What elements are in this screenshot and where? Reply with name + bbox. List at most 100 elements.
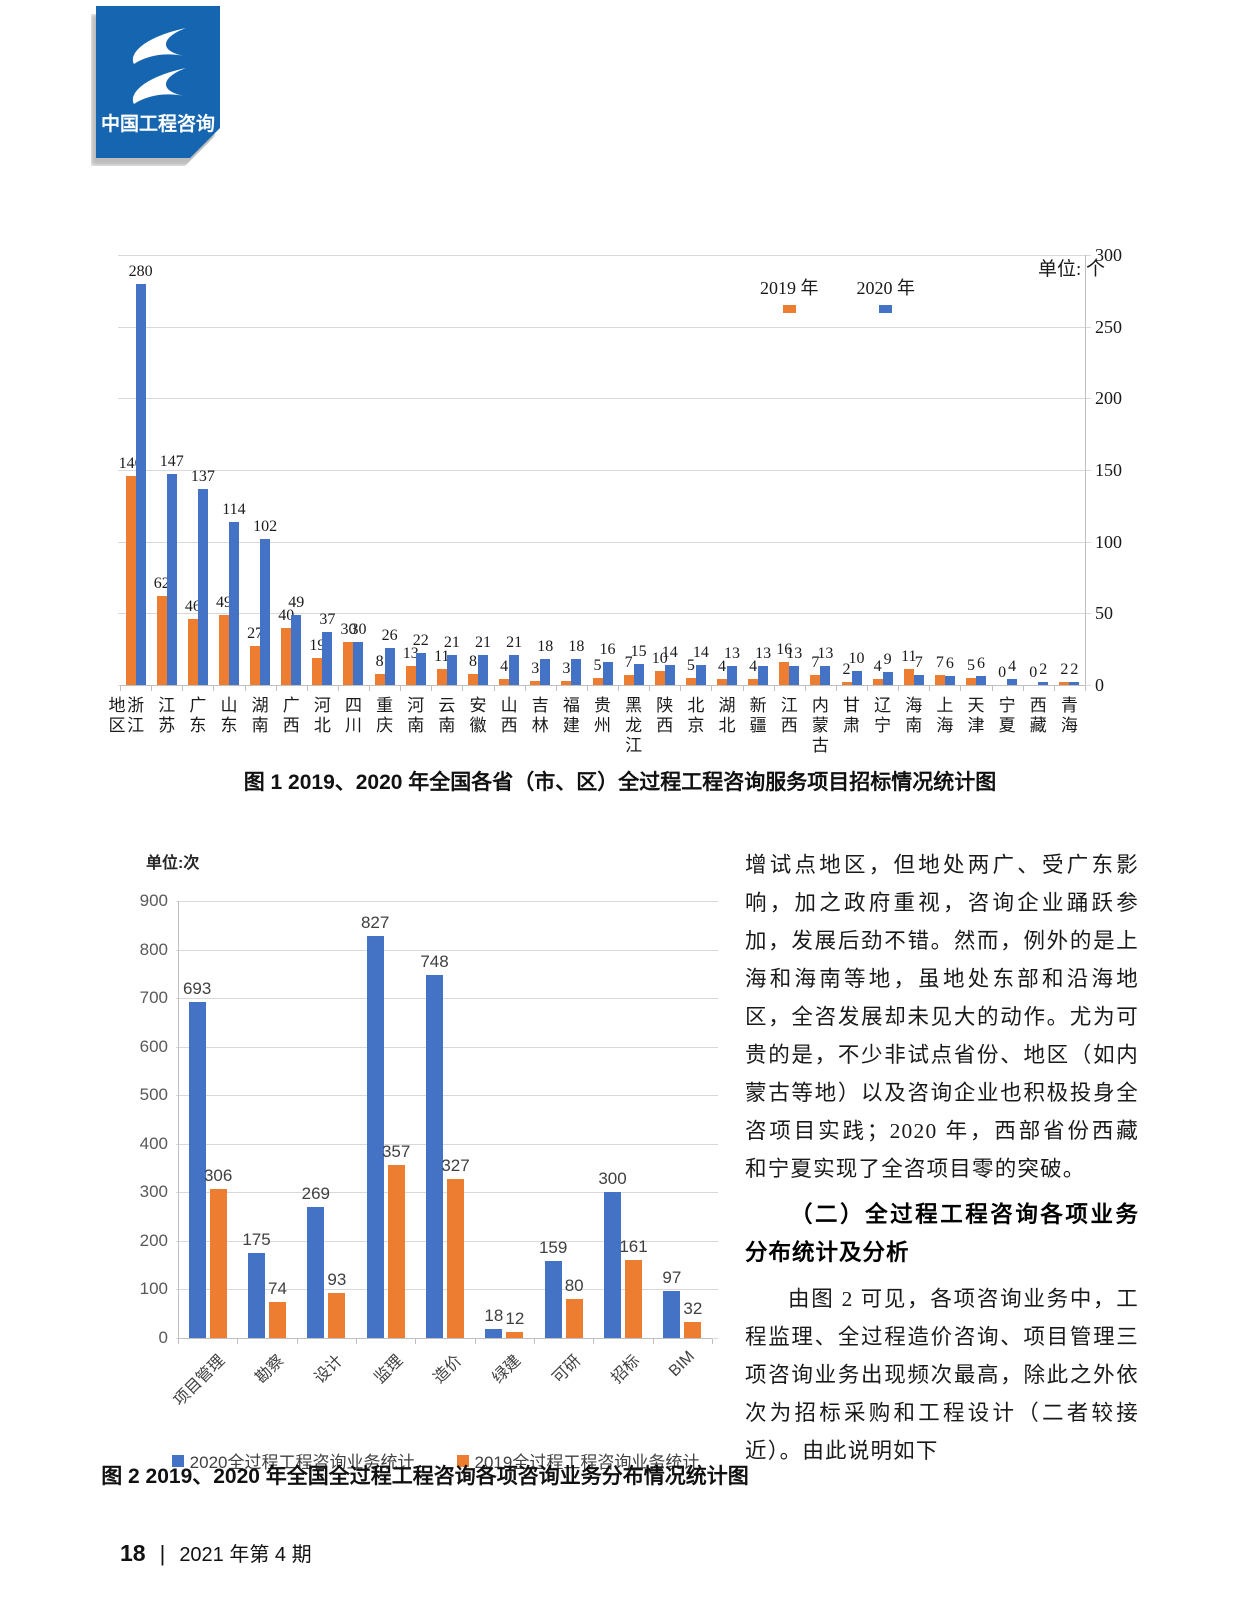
bar	[125, 475, 136, 685]
bar	[436, 669, 447, 685]
gridline	[176, 949, 718, 951]
x-category-label: 广东	[189, 696, 207, 735]
bar	[447, 1179, 464, 1338]
bar	[499, 679, 510, 685]
bar	[604, 1192, 621, 1338]
bar	[872, 679, 883, 685]
bar	[281, 627, 292, 685]
bar	[789, 666, 800, 685]
x-category-label: 河北	[313, 696, 331, 735]
bar-value-label: 13	[786, 645, 803, 663]
bar	[197, 488, 208, 685]
axis-tick	[306, 686, 308, 691]
publication-logo: 中国工程咨询	[96, 6, 220, 164]
axis-tick	[960, 686, 962, 691]
bar	[748, 679, 759, 685]
swoosh-icon	[132, 28, 186, 104]
axis-tick	[493, 686, 495, 691]
y-axis-label: 500	[139, 1085, 168, 1105]
x-category-label: 西藏	[1029, 696, 1047, 735]
y-axis-line	[178, 901, 179, 1338]
article-column: 增试点地区，但地处两广、受广东影响，加之政府重视，咨询企业踊跃参加，发展后劲不错…	[745, 846, 1139, 1470]
bar-value-label: 49	[288, 593, 305, 611]
bar-value-label: 3	[531, 659, 540, 677]
bar-value-label: 16	[599, 641, 616, 659]
bar-value-label: 175	[242, 1230, 271, 1250]
bar	[664, 664, 675, 685]
bar	[934, 674, 945, 685]
bar	[633, 663, 644, 685]
bar-value-label: 5	[967, 656, 976, 674]
axis-tick	[356, 1339, 357, 1344]
bar-value-label: 14	[692, 643, 709, 661]
bar-value-label: 16	[776, 641, 793, 659]
axis-tick	[151, 686, 153, 691]
x-category-label: 黑龙江	[625, 696, 643, 755]
y-axis-label: 400	[139, 1133, 168, 1153]
axis-tick	[178, 1339, 179, 1344]
bar	[328, 1292, 346, 1338]
bar-value-label: 13	[402, 645, 419, 663]
bar-value-label: 32	[683, 1299, 703, 1319]
x-category-label: 四川	[344, 696, 362, 735]
bar-value-label: 26	[381, 626, 398, 644]
bar	[944, 676, 955, 685]
axis-tick	[296, 1339, 298, 1344]
bar	[625, 1259, 642, 1338]
bar-value-label: 300	[598, 1169, 627, 1189]
bar-value-label: 12	[505, 1309, 525, 1329]
bar	[446, 654, 457, 685]
bar-value-label: 11	[434, 648, 450, 666]
bar-value-label: 5	[686, 656, 695, 674]
bar	[1007, 679, 1018, 685]
bar-value-label: 27	[247, 625, 264, 643]
bar-value-label: 14	[661, 643, 678, 661]
axis-tick	[835, 686, 837, 691]
issue-label: 2021 年第 4 期	[179, 1544, 312, 1566]
gridline	[118, 326, 1091, 328]
bar	[592, 677, 603, 685]
bar-value-label: 15	[630, 642, 647, 660]
bar	[1069, 682, 1080, 685]
chart-legend: 2020全过程工程咨询业务统计 2019全过程工程咨询业务统计	[128, 1448, 743, 1473]
bar-value-label: 2	[1070, 661, 1079, 679]
bar-value-label: 102	[253, 517, 278, 535]
bar	[291, 614, 302, 685]
bar-value-label: 4	[749, 658, 758, 676]
y-axis-label: 0	[158, 1328, 168, 1347]
axis-tick	[586, 686, 588, 691]
x-category-label: 青海	[1060, 696, 1078, 735]
bar-value-label: 4	[500, 658, 509, 676]
x-axis-line	[120, 685, 1085, 686]
x-category-label: 辽宁	[874, 696, 892, 735]
axis-tick	[991, 686, 993, 691]
bar	[623, 674, 634, 685]
legend-swatch	[782, 305, 796, 313]
bar-value-label: 22	[412, 632, 429, 650]
legend-item: 2019 年	[760, 274, 819, 313]
bar	[366, 936, 384, 1338]
bar	[209, 1189, 227, 1338]
x-axis-title: 地区	[108, 696, 126, 735]
bar	[218, 614, 229, 685]
y-axis-label: 100	[1095, 531, 1122, 552]
bar-value-label: 3	[562, 659, 571, 677]
axis-tick	[649, 686, 651, 691]
bar	[187, 619, 198, 685]
bar-value-label: 8	[375, 652, 384, 670]
bar	[188, 1001, 206, 1338]
gridline	[118, 398, 1091, 400]
bar	[717, 679, 728, 685]
bar-value-label: 97	[662, 1267, 682, 1287]
bar	[250, 646, 261, 685]
y-axis-line	[1085, 255, 1086, 685]
bar-value-label: 0	[998, 664, 1007, 681]
gridline	[118, 255, 1091, 256]
bar	[663, 1290, 681, 1338]
x-category-label: 新疆	[749, 696, 767, 735]
axis-tick	[1053, 686, 1055, 691]
bar	[903, 669, 914, 685]
axis-tick	[474, 1339, 476, 1344]
x-category-label: 内蒙古	[811, 696, 829, 755]
x-category-label: 北京	[687, 696, 705, 735]
